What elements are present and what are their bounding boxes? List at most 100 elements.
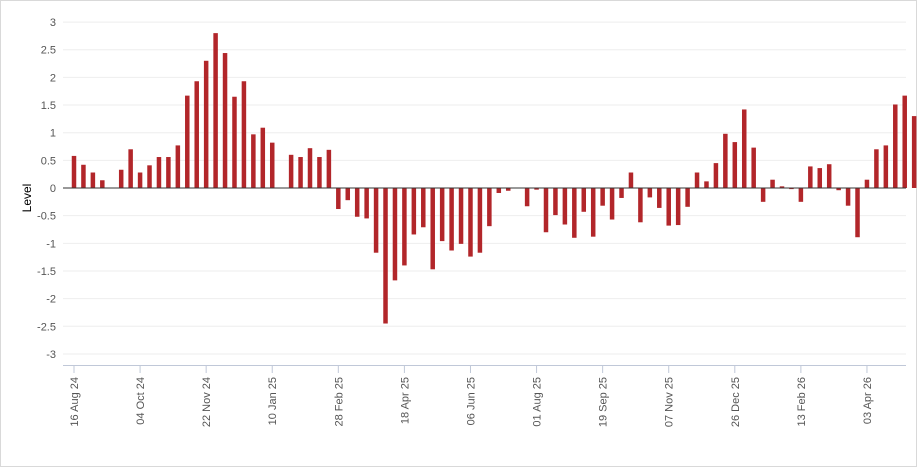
- bar[interactable]: [449, 188, 454, 251]
- bar[interactable]: [619, 188, 624, 198]
- bar[interactable]: [534, 188, 539, 190]
- bar[interactable]: [911, 116, 917, 188]
- bar[interactable]: [185, 95, 190, 188]
- bar[interactable]: [392, 188, 398, 281]
- bar[interactable]: [628, 172, 634, 188]
- bar[interactable]: [657, 188, 662, 208]
- bar[interactable]: [581, 188, 587, 212]
- bar[interactable]: [845, 188, 851, 206]
- bar[interactable]: [100, 180, 105, 188]
- bar[interactable]: [222, 53, 228, 188]
- x-tick-label: 13 Feb 26: [796, 377, 808, 427]
- bar[interactable]: [251, 134, 256, 188]
- bar[interactable]: [770, 179, 775, 188]
- bar[interactable]: [666, 188, 671, 226]
- bar[interactable]: [817, 168, 823, 188]
- bar[interactable]: [751, 147, 756, 188]
- x-tick-label: 28 Feb 25: [333, 377, 345, 427]
- bar[interactable]: [600, 188, 605, 206]
- bar[interactable]: [723, 133, 728, 188]
- bar-series: [71, 33, 917, 324]
- bar[interactable]: [430, 188, 435, 270]
- bar[interactable]: [421, 188, 426, 228]
- bar[interactable]: [260, 127, 266, 188]
- bar[interactable]: [713, 163, 719, 188]
- x-tick-label: 10 Jan 25: [267, 377, 279, 425]
- bar[interactable]: [354, 188, 360, 217]
- bar[interactable]: [307, 148, 313, 188]
- bar[interactable]: [81, 164, 86, 188]
- bar[interactable]: [166, 157, 171, 188]
- bar[interactable]: [402, 188, 407, 266]
- bar[interactable]: [779, 186, 785, 188]
- bar[interactable]: [326, 149, 332, 188]
- bar[interactable]: [826, 164, 832, 188]
- x-tick-label: 18 Apr 25: [399, 377, 411, 424]
- bar[interactable]: [203, 60, 209, 188]
- bar[interactable]: [317, 157, 322, 188]
- bar[interactable]: [647, 188, 653, 198]
- bar[interactable]: [128, 149, 133, 188]
- bar[interactable]: [137, 172, 143, 188]
- bar[interactable]: [496, 188, 502, 193]
- bar[interactable]: [336, 188, 341, 210]
- bar[interactable]: [232, 96, 237, 188]
- x-tick-label: 03 Apr 26: [862, 377, 874, 424]
- bar[interactable]: [505, 188, 511, 191]
- bar[interactable]: [883, 145, 889, 188]
- bar[interactable]: [675, 188, 681, 226]
- bar[interactable]: [213, 33, 218, 188]
- bar[interactable]: [902, 95, 907, 188]
- bar[interactable]: [90, 172, 96, 188]
- bar[interactable]: [732, 142, 738, 188]
- x-tick-label: 19 Sep 25: [598, 377, 610, 427]
- gridlines: [63, 21, 906, 355]
- bar[interactable]: [345, 188, 351, 201]
- bar[interactable]: [411, 188, 417, 235]
- bar[interactable]: [439, 188, 445, 242]
- bar[interactable]: [864, 179, 870, 188]
- bar[interactable]: [638, 188, 643, 223]
- bar[interactable]: [147, 165, 152, 188]
- bar[interactable]: [487, 188, 492, 227]
- bar[interactable]: [269, 142, 275, 188]
- bar[interactable]: [458, 188, 464, 244]
- bar[interactable]: [553, 188, 558, 216]
- bar[interactable]: [156, 157, 162, 188]
- bar[interactable]: [364, 188, 369, 219]
- bar[interactable]: [373, 188, 379, 253]
- bar[interactable]: [874, 149, 879, 188]
- bar[interactable]: [383, 188, 388, 324]
- bar[interactable]: [855, 188, 860, 238]
- x-tick-label: 06 Jun 25: [465, 377, 477, 425]
- y-tick-label: 1.5: [41, 100, 56, 112]
- bar[interactable]: [477, 188, 483, 253]
- bar[interactable]: [572, 188, 577, 238]
- bar[interactable]: [71, 155, 77, 188]
- bar[interactable]: [175, 145, 181, 188]
- bar[interactable]: [741, 109, 747, 188]
- bar[interactable]: [543, 188, 549, 233]
- bar[interactable]: [468, 188, 473, 257]
- bar[interactable]: [760, 188, 766, 202]
- bar[interactable]: [798, 188, 804, 202]
- bar[interactable]: [789, 188, 794, 190]
- bar[interactable]: [685, 188, 690, 207]
- bar[interactable]: [562, 188, 568, 225]
- bar[interactable]: [118, 169, 124, 188]
- bar[interactable]: [704, 181, 709, 188]
- bar[interactable]: [590, 188, 596, 237]
- bar[interactable]: [194, 81, 199, 188]
- bar[interactable]: [893, 104, 898, 188]
- bar[interactable]: [524, 188, 530, 207]
- bar[interactable]: [609, 188, 615, 220]
- bar[interactable]: [808, 166, 813, 188]
- bar[interactable]: [836, 188, 841, 191]
- x-tick-label: 16 Aug 24: [69, 377, 81, 427]
- bar[interactable]: [288, 154, 294, 188]
- bar[interactable]: [241, 81, 247, 188]
- y-tick-label: 3: [50, 17, 56, 29]
- bar[interactable]: [694, 172, 700, 188]
- bar[interactable]: [298, 157, 303, 188]
